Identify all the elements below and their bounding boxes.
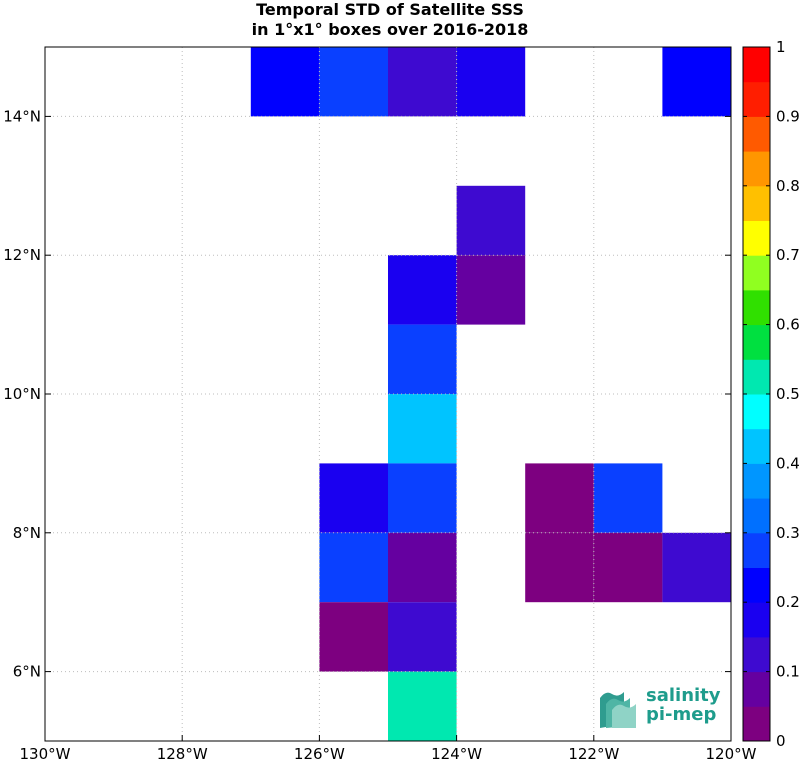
heatmap-cell	[388, 394, 457, 464]
colorbar-tick-label: 0.3	[776, 524, 800, 542]
colorbar-segment	[743, 602, 770, 638]
chart-title: Temporal STD of Satellite SSS in 1°x1° b…	[0, 0, 780, 40]
heatmap-cell	[456, 47, 526, 117]
heatmap-cell	[593, 532, 663, 603]
heatmap-cell	[388, 532, 457, 603]
colorbar-tick-label: 0	[776, 732, 786, 750]
y-tick-label: 12°N	[3, 246, 41, 264]
heatmap-cell	[319, 463, 388, 533]
colorbar-tick-label: 0.6	[776, 316, 800, 334]
colorbar-tick-label: 0.8	[776, 177, 800, 195]
colorbar-segment	[743, 394, 770, 430]
colorbar-tick-label: 1	[776, 38, 786, 56]
colorbar-segment	[743, 255, 770, 291]
x-tick-label: 120°W	[706, 745, 757, 763]
colorbar-segment	[743, 324, 770, 360]
colorbar-segment	[743, 671, 770, 707]
x-tick-label: 124°W	[431, 745, 482, 763]
colorbar-segment	[743, 81, 770, 117]
colorbar-tick-label: 0.7	[776, 246, 800, 264]
x-tick-label: 122°W	[568, 745, 619, 763]
colorbar-segment	[743, 706, 770, 742]
colorbar: 0 0.1 0.2 0.3 0.4 0.5 0.6 0.7 0.8 0.9 1	[742, 38, 800, 750]
colorbar-segment	[743, 498, 770, 534]
colorbar-segment	[743, 532, 770, 568]
colorbar-tick-label: 0.1	[776, 663, 800, 681]
colorbar-segment	[743, 359, 770, 395]
colorbar-segment	[743, 289, 770, 326]
heatmap-cell	[250, 47, 320, 117]
heatmap-cell	[525, 532, 594, 603]
heatmap-cell	[388, 463, 457, 533]
heatmap-cell	[593, 463, 663, 533]
colorbar-tick-label: 0.9	[776, 107, 800, 125]
colorbar-segment	[743, 151, 770, 187]
chart-title-line-2: in 1°x1° boxes over 2016-2018	[251, 20, 529, 39]
x-tick-label: 128°W	[157, 745, 208, 763]
axis-ticks: 130°W 128°W 126°W 124°W 122°W 120°W 6°N 8°N 10°N…	[3, 107, 756, 763]
heatmap-cell	[456, 255, 526, 325]
colorbar-segment	[743, 220, 770, 256]
heatmap-cell	[662, 532, 731, 603]
salinity-pi-mep-logo: salinity pi-mep	[596, 684, 726, 732]
logo-text-salinity: salinity	[646, 685, 721, 706]
colorbar-segment	[743, 567, 770, 603]
colorbar-tick-label: 0.4	[776, 454, 800, 472]
y-tick-label: 6°N	[13, 663, 41, 681]
logo-text-pi-mep: pi-mep	[646, 704, 717, 725]
heatmap-cell	[319, 532, 388, 603]
heatmap-cell	[456, 185, 526, 256]
colorbar-tick-label: 0.2	[776, 593, 800, 611]
x-tick-label: 130°W	[20, 745, 71, 763]
heatmap-cell	[388, 671, 457, 741]
heatmap-cell	[662, 47, 731, 117]
colorbar-segment	[743, 185, 770, 221]
heatmap-cell	[319, 47, 388, 117]
colorbar-segment	[743, 116, 770, 152]
heatmap-cells	[250, 47, 731, 741]
colorbar-segment	[743, 636, 770, 673]
heatmap-cell	[388, 255, 457, 325]
heatmap-cell	[388, 47, 457, 117]
colorbar-segment	[743, 463, 770, 499]
y-tick-label: 10°N	[3, 385, 41, 403]
x-tick-label: 126°W	[294, 745, 345, 763]
colorbar-segment	[743, 428, 770, 464]
heatmap-cell	[388, 602, 457, 672]
colorbar-segment	[743, 47, 770, 83]
heatmap-cell	[388, 324, 457, 394]
heatmap-cell	[319, 602, 388, 672]
chart-title-line-1: Temporal STD of Satellite SSS	[256, 0, 524, 19]
wave-logo-icon	[600, 692, 636, 728]
y-tick-label: 14°N	[3, 107, 41, 125]
heatmap-cell	[525, 463, 594, 533]
colorbar-tick-label: 0.5	[776, 385, 800, 403]
y-tick-label: 8°N	[13, 524, 41, 542]
